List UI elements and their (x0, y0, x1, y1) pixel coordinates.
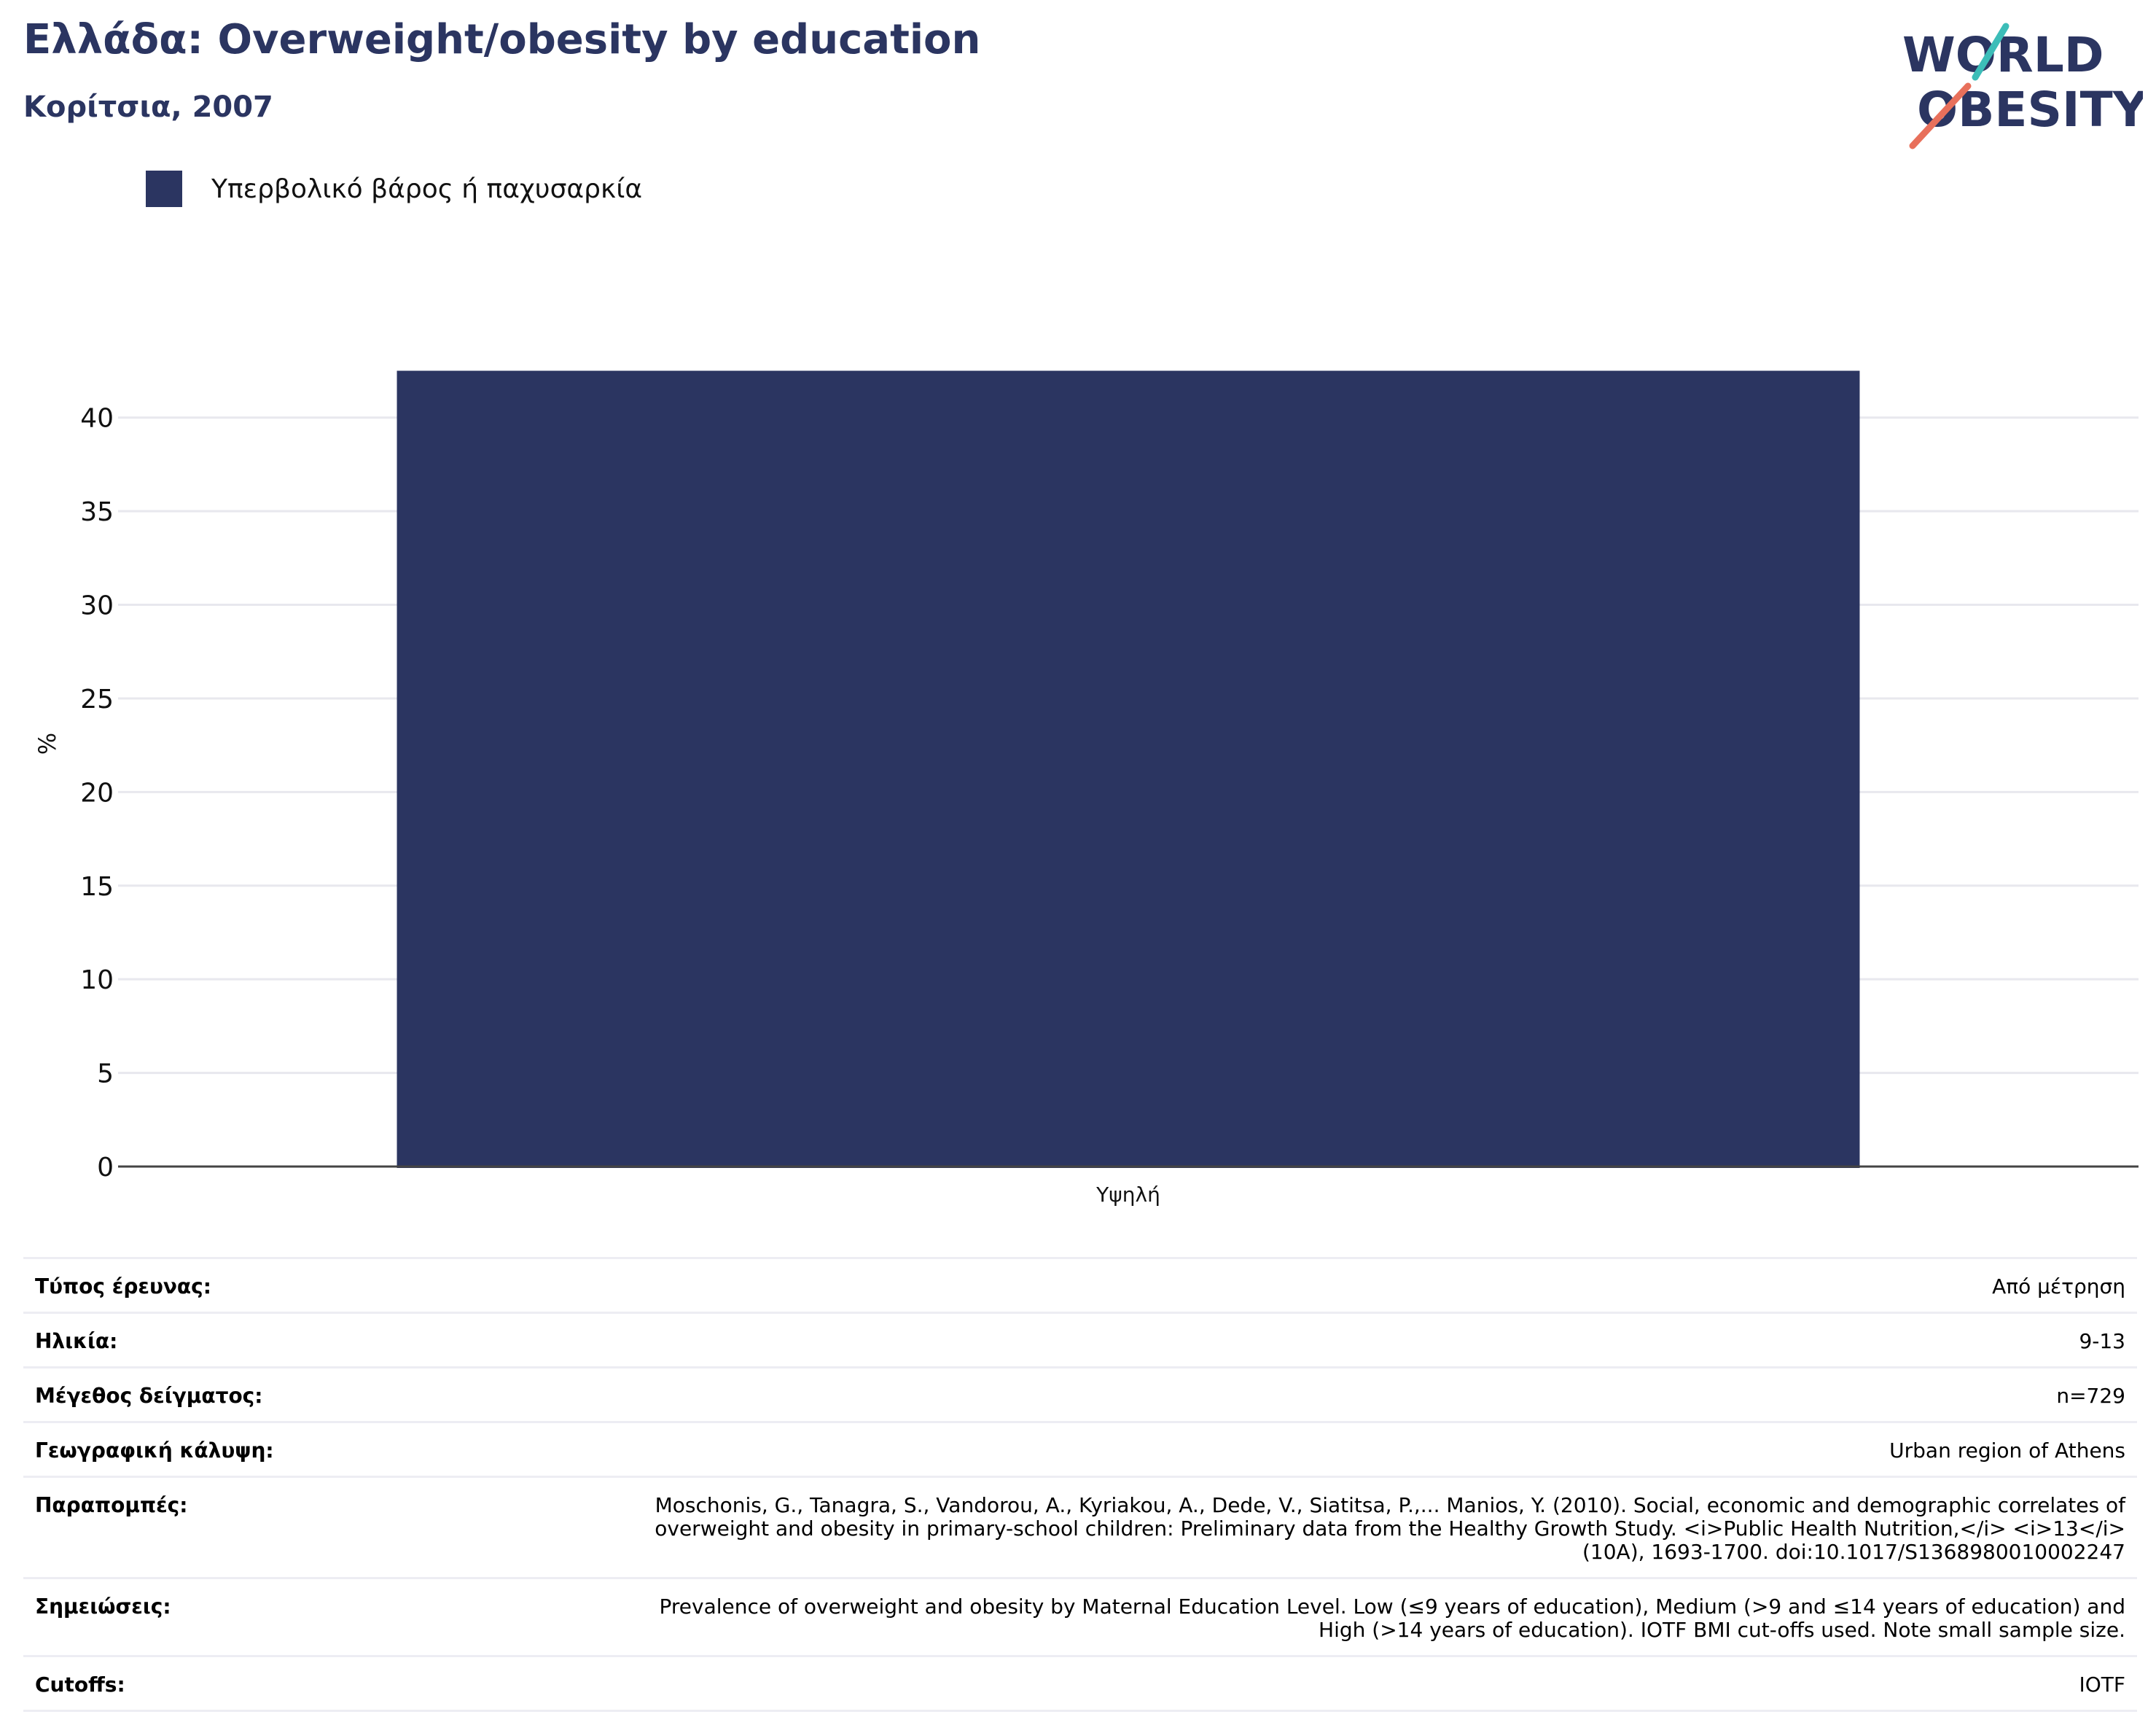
bar (397, 370, 1860, 1169)
info-row-sample-size: Μέγεθος δείγματος: n=729 (23, 1366, 2137, 1421)
legend: Υπερβολικό βάρος ή παχυσαρκία (146, 169, 642, 209)
info-value: Prevalence of overweight and obesity by … (659, 1594, 2125, 1642)
info-value: 9-13 (2079, 1329, 2125, 1353)
chart-title: Ελλάδα: Overweight/obesity by education (23, 16, 981, 63)
y-tick-label: 5 (97, 1059, 114, 1089)
info-label: Cutoffs: (35, 1673, 125, 1697)
legend-label: Υπερβολικό βάρος ή παχυσαρκία (211, 174, 643, 204)
y-axis-title: % (34, 733, 61, 755)
info-value: Moschonis, G., Tanagra, S., Vandorou, A.… (655, 1493, 2125, 1564)
info-row-notes: Σημειώσεις: Prevalence of overweight and… (23, 1577, 2137, 1655)
info-value: n=729 (2056, 1384, 2125, 1408)
info-label: Τύπος έρευνας: (35, 1274, 211, 1298)
y-tick-label: 20 (80, 778, 114, 808)
x-tick-label: Υψηλή (1095, 1183, 1160, 1207)
info-row-age: Ηλικία: 9-13 (23, 1312, 2137, 1366)
info-label: Μέγεθος δείγματος: (35, 1384, 263, 1408)
chart-subtitle: Κορίτσια, 2007 (23, 90, 273, 124)
info-row-references: Παραπομπές: Moschonis, G., Tanagra, S., … (23, 1476, 2137, 1577)
y-tick-label: 40 (80, 404, 114, 434)
world-obesity-logo: WORLD OBESITY (1902, 23, 2143, 149)
info-label: Σημειώσεις: (35, 1594, 171, 1619)
y-tick-label: 10 (80, 965, 114, 995)
y-tick-label: 30 (80, 591, 114, 621)
legend-swatch (146, 171, 182, 207)
info-value: Urban region of Athens (1889, 1438, 2125, 1463)
y-tick-label: 35 (80, 497, 114, 527)
svg-text:OBESITY: OBESITY (1917, 82, 2143, 138)
info-row-survey-type: Τύπος έρευνας: Από μέτρηση (23, 1257, 2137, 1312)
info-value: IOTF (2079, 1673, 2125, 1697)
info-value: Από μέτρηση (1992, 1274, 2125, 1298)
bar-chart: 0 5 10 15 20 25 30 35 40 Υψηλή% (34, 370, 2139, 1207)
y-tick-label: 25 (80, 685, 114, 714)
y-tick-label: 15 (80, 872, 114, 902)
info-label: Γεωγραφική κάλυψη: (35, 1438, 274, 1463)
info-table: Τύπος έρευνας: Από μέτρηση Ηλικία: 9-13 … (23, 1257, 2137, 1712)
y-tick-label: 0 (97, 1153, 114, 1183)
info-label: Παραπομπές: (35, 1493, 188, 1517)
info-label: Ηλικία: (35, 1329, 118, 1353)
info-row-coverage: Γεωγραφική κάλυψη: Urban region of Athen… (23, 1421, 2137, 1476)
info-row-cutoffs: Cutoffs: IOTF (23, 1655, 2137, 1712)
